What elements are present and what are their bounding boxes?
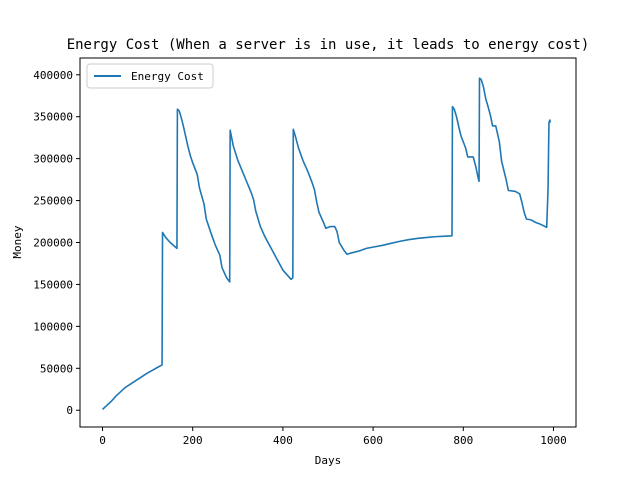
x-tick-label: 200 bbox=[183, 434, 203, 447]
x-tick-label: 800 bbox=[453, 434, 473, 447]
plot-area: 0 200 400 600 800 1000 0 50000 100000 150000 20000… bbox=[33, 57, 577, 447]
y-tick-label: 400000 bbox=[33, 69, 73, 82]
y-tick-label: 200000 bbox=[33, 237, 73, 250]
y-tick-label: 150000 bbox=[33, 278, 73, 291]
y-tick-label: 250000 bbox=[33, 195, 73, 208]
x-tick-label: 1000 bbox=[540, 434, 567, 447]
x-tick-label: 0 bbox=[99, 434, 106, 447]
x-tick-label: 600 bbox=[363, 434, 383, 447]
x-tick-label: 400 bbox=[273, 434, 293, 447]
y-tick-label: 350000 bbox=[33, 111, 73, 124]
y-tick-label: 0 bbox=[66, 404, 73, 417]
y-axis-label: Money bbox=[11, 225, 24, 258]
x-axis-label: Days bbox=[315, 454, 342, 467]
legend-frame bbox=[86, 63, 214, 89]
y-tick-label: 300000 bbox=[33, 153, 73, 166]
y-tick-label: 100000 bbox=[33, 320, 73, 333]
legend-label-energy-cost: Energy Cost bbox=[131, 70, 204, 83]
series-line-0 bbox=[102, 77, 552, 410]
y-tick-label: 50000 bbox=[40, 362, 73, 375]
legend: Energy Cost bbox=[86, 63, 214, 89]
chart-title: Energy Cost (When a server is in use, it… bbox=[67, 37, 590, 53]
